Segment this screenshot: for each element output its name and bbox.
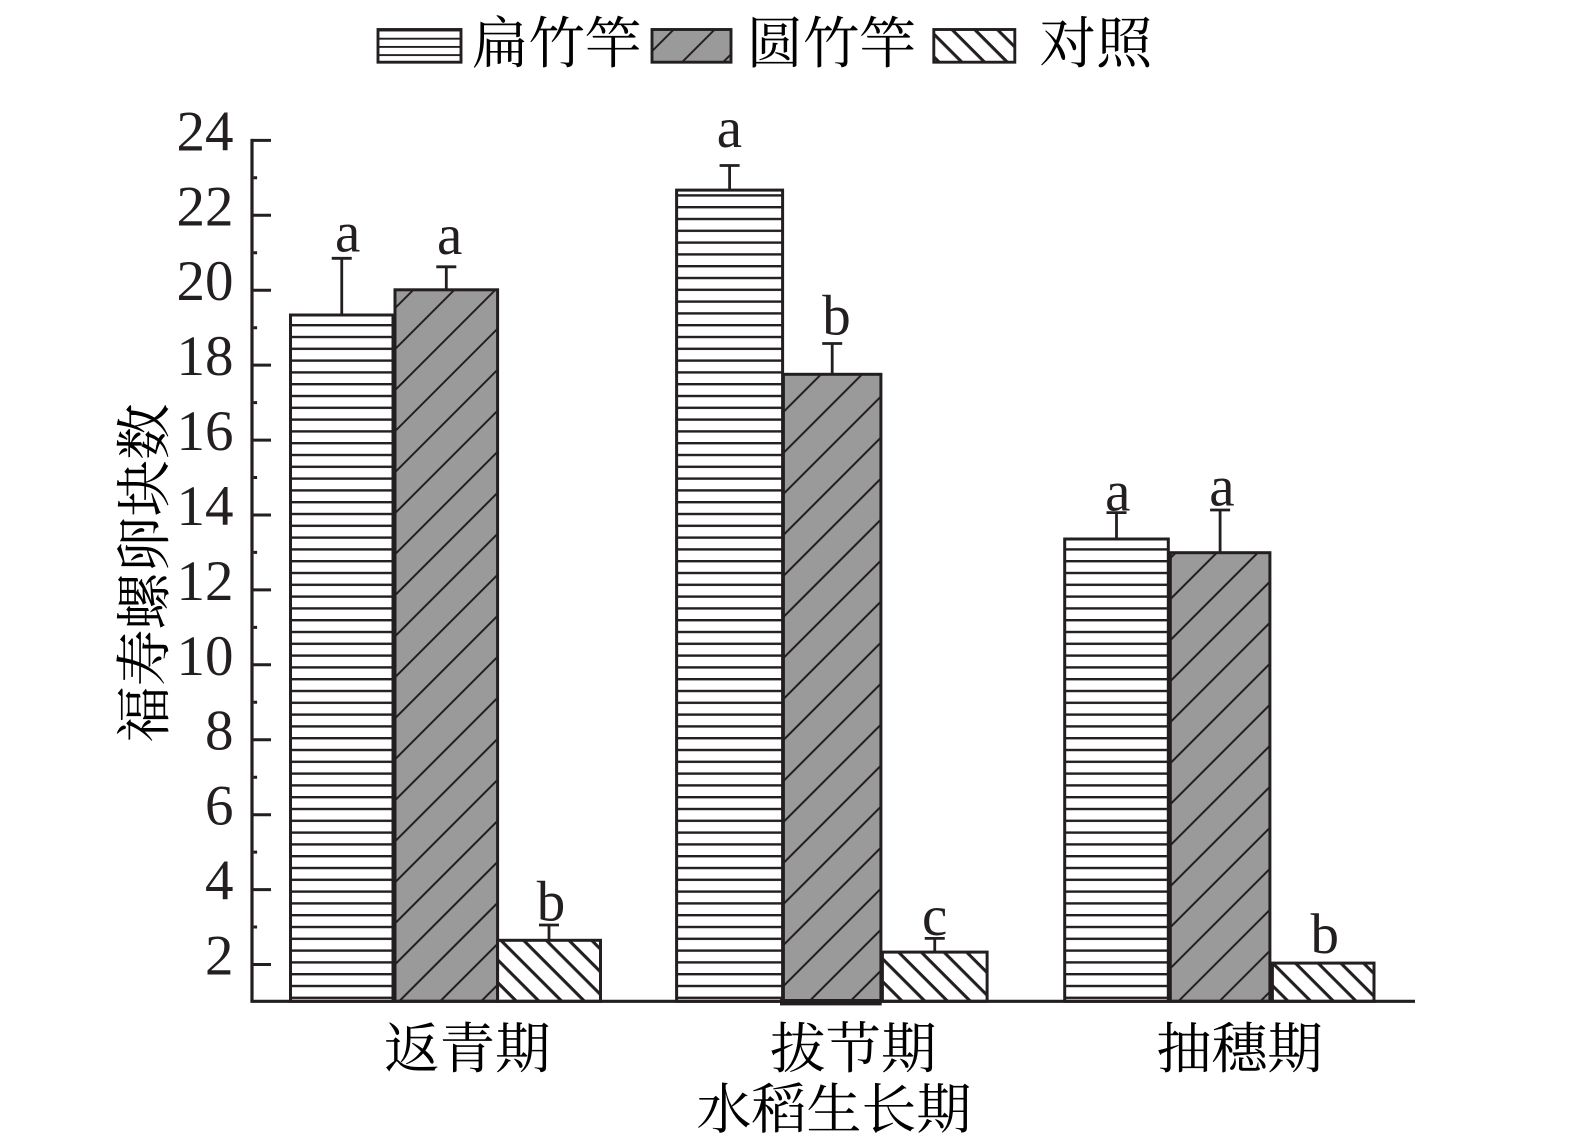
svg-text:24: 24 bbox=[177, 100, 234, 163]
svg-text:4: 4 bbox=[205, 850, 234, 913]
svg-text:a: a bbox=[1209, 456, 1234, 519]
svg-text:b: b bbox=[1310, 903, 1339, 966]
svg-text:b: b bbox=[537, 871, 566, 934]
svg-text:a: a bbox=[1105, 461, 1130, 524]
svg-text:a: a bbox=[717, 97, 742, 160]
svg-text:20: 20 bbox=[177, 250, 234, 313]
svg-text:6: 6 bbox=[205, 775, 234, 838]
svg-text:12: 12 bbox=[177, 550, 234, 613]
svg-text:18: 18 bbox=[177, 325, 234, 388]
svg-text:a: a bbox=[335, 202, 360, 265]
svg-text:16: 16 bbox=[177, 400, 234, 463]
svg-text:b: b bbox=[822, 285, 851, 348]
svg-text:a: a bbox=[437, 204, 462, 267]
svg-text:22: 22 bbox=[177, 175, 234, 238]
svg-text:2: 2 bbox=[205, 925, 234, 988]
svg-text:14: 14 bbox=[177, 475, 234, 538]
svg-text:10: 10 bbox=[177, 625, 234, 688]
svg-text:c: c bbox=[922, 885, 947, 948]
svg-text:8: 8 bbox=[205, 700, 234, 763]
